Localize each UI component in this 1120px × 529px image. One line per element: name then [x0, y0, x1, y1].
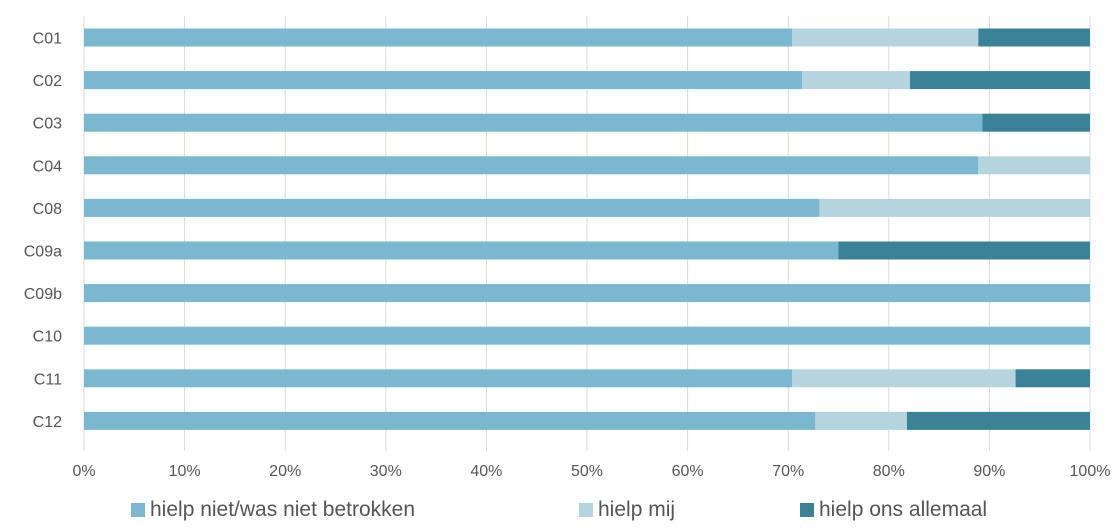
legend-swatch-0: [131, 503, 145, 517]
bar-C09a-series-2: [838, 241, 1090, 260]
x-tick-label: 50%: [571, 463, 603, 480]
bar-C10-series-0: [84, 326, 1090, 345]
bar-C12-series-0: [84, 411, 816, 430]
category-labels: C01 C02 C03 C04 C08 C09a C09b C10 C11 C12: [24, 31, 62, 431]
bar-C11-series-0: [84, 369, 793, 388]
category-label: C12: [33, 414, 62, 431]
x-tick-label: 10%: [169, 463, 201, 480]
category-label: C04: [33, 158, 62, 175]
bar-C09b-series-0: [84, 284, 1090, 303]
x-tick-label: 60%: [672, 463, 704, 480]
legend: hielp niet/was niet betrokken hielp mij …: [0, 498, 1120, 526]
x-tick-label: 40%: [470, 463, 502, 480]
legend-swatch-2: [800, 503, 814, 517]
bar-C03-series-2: [982, 113, 1090, 132]
legend-label-2: hielp ons allemaal: [819, 498, 988, 521]
bar-C01-series-2: [978, 28, 1090, 47]
x-tick-label: 90%: [973, 463, 1005, 480]
x-tick-labels: 0% 10% 20% 30% 40% 50% 60% 70% 80% 90% 100%: [72, 463, 1110, 480]
bar-C04-series-1: [978, 156, 1090, 175]
legend-item-0: hielp niet/was niet betrokken: [131, 498, 415, 522]
x-tick-label: 30%: [370, 463, 402, 480]
category-label: C03: [33, 116, 62, 133]
bar-C02-series-2: [909, 71, 1090, 90]
x-tick-label: 100%: [1070, 463, 1111, 480]
bars: [84, 28, 1090, 430]
bar-C08-series-1: [819, 198, 1090, 217]
category-label: C02: [33, 73, 62, 90]
bar-C01-series-0: [84, 28, 793, 47]
category-label: C09a: [24, 244, 62, 261]
bar-C11-series-1: [792, 369, 1016, 388]
legend-item-1: hielp mij: [579, 498, 675, 522]
category-label: C01: [33, 31, 62, 48]
category-label: C08: [33, 201, 62, 218]
category-label: C09b: [24, 286, 62, 303]
legend-label-1: hielp mij: [598, 498, 676, 521]
legend-item-2: hielp ons allemaal: [800, 498, 987, 522]
x-tick-label: 80%: [873, 463, 905, 480]
bar-C12-series-2: [906, 411, 1090, 430]
x-tick-label: 0%: [72, 463, 95, 480]
bar-C02-series-1: [802, 71, 910, 90]
bar-C09a-series-0: [84, 241, 839, 260]
bar-C03-series-0: [84, 113, 983, 132]
legend-swatch-1: [579, 503, 593, 517]
bar-C11-series-2: [1015, 369, 1090, 388]
x-tick-label: 20%: [269, 463, 301, 480]
bar-C12-series-1: [815, 411, 907, 430]
bar-C01-series-1: [792, 28, 979, 47]
category-label: C11: [34, 371, 62, 388]
bar-C02-series-0: [84, 71, 803, 90]
legend-label-0: hielp niet/was niet betrokken: [150, 498, 415, 521]
x-tick-label: 70%: [772, 463, 804, 480]
bar-C04-series-0: [84, 156, 979, 175]
category-label: C10: [33, 329, 62, 346]
bar-C08-series-0: [84, 198, 820, 217]
